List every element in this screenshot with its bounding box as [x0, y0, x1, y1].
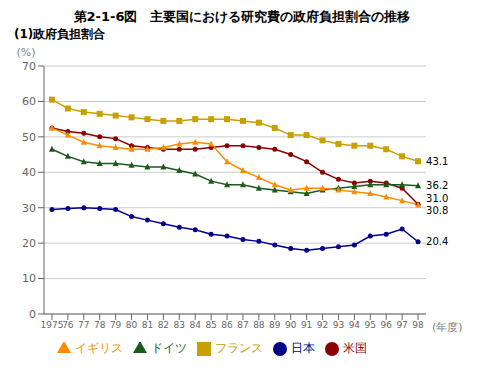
svg-text:84: 84: [189, 320, 201, 330]
svg-text:81: 81: [142, 320, 153, 330]
svg-text:88: 88: [253, 320, 265, 330]
html-text:(1)政府負担割合: (1)政府負担割合: [14, 27, 106, 41]
svg-text:77: 77: [78, 320, 89, 330]
svg-text:1975: 1975: [41, 320, 64, 330]
svg-text:70: 70: [22, 60, 36, 73]
svg-text:93: 93: [333, 320, 344, 330]
svg-text:0: 0: [29, 308, 36, 321]
svg-text:94: 94: [349, 320, 361, 330]
svg-text:92: 92: [317, 320, 328, 330]
svg-text:78: 78: [94, 320, 106, 330]
svg-text:97: 97: [396, 320, 407, 330]
html-text:米国: 米国: [343, 341, 367, 355]
svg-text:50: 50: [22, 131, 36, 144]
svg-text:86: 86: [221, 320, 233, 330]
html-text:第2-1-6図 主要国における研究費の政府負担割合の推移: 第2-1-6図 主要国における研究費の政府負担割合の推移: [73, 9, 411, 24]
svg-text:91: 91: [301, 320, 312, 330]
html-text:イギリス: イギリス: [75, 341, 123, 355]
svg-text:89: 89: [269, 320, 281, 330]
svg-text:96: 96: [380, 320, 392, 330]
svg-text:(%): (%): [16, 46, 35, 59]
html-text:フランス: フランス: [215, 341, 263, 355]
svg-text:95: 95: [365, 320, 376, 330]
svg-text:36.2: 36.2: [426, 180, 448, 191]
svg-text:(年度): (年度): [432, 321, 463, 334]
svg-text:98: 98: [412, 320, 424, 330]
svg-text:90: 90: [285, 320, 297, 330]
svg-text:20: 20: [22, 237, 36, 250]
svg-text:31.0: 31.0: [426, 193, 448, 204]
svg-text:30: 30: [22, 202, 36, 215]
svg-text:87: 87: [237, 320, 248, 330]
html-text:ドイツ: ドイツ: [151, 341, 187, 355]
svg-text:60: 60: [22, 95, 36, 108]
svg-text:76: 76: [62, 320, 74, 330]
svg-text:40: 40: [22, 166, 36, 179]
svg-text:85: 85: [205, 320, 216, 330]
svg-text:79: 79: [110, 320, 122, 330]
svg-text:82: 82: [158, 320, 169, 330]
html-text:日本: 日本: [291, 341, 315, 355]
svg-text:43.1: 43.1: [426, 156, 448, 167]
svg-text:20.4: 20.4: [426, 236, 448, 247]
svg-text:30.8: 30.8: [426, 205, 448, 216]
svg-text:80: 80: [126, 320, 138, 330]
svg-text:83: 83: [174, 320, 185, 330]
svg-text:10: 10: [22, 272, 36, 285]
